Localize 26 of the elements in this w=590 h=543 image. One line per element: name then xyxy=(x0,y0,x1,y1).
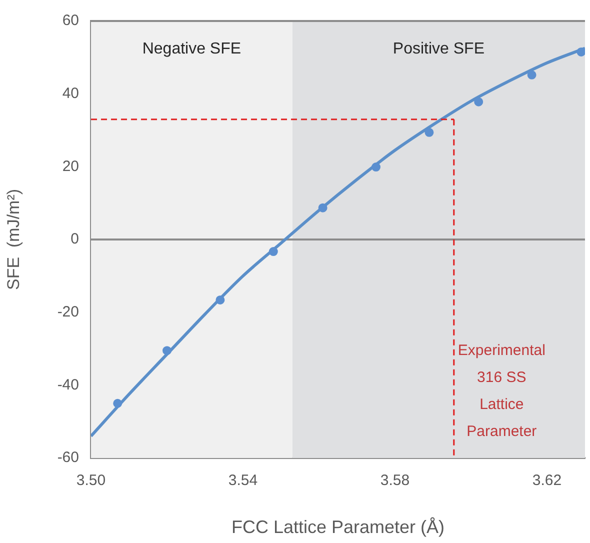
y-tick-label: -40 xyxy=(57,376,79,394)
x-axis-title: FCC Lattice Parameter (Å) xyxy=(231,517,445,538)
band-label: Positive SFE xyxy=(392,40,484,58)
point xyxy=(424,128,434,137)
y-tick-label: -20 xyxy=(57,303,79,320)
y-tick-label: 40 xyxy=(62,84,79,102)
point xyxy=(216,295,225,304)
point xyxy=(113,398,122,408)
x-tick-label: 3.54 xyxy=(228,472,258,490)
x-tick-label: 3.50 xyxy=(76,472,106,490)
x-tick-label: 3.58 xyxy=(380,472,410,490)
band-label: Negative SFE xyxy=(142,40,242,58)
point xyxy=(318,203,328,212)
y-tick-label: 60 xyxy=(62,12,79,30)
ref-line-label: Experimental 316 SS Lattice Parameter xyxy=(458,342,546,440)
y-tick-label: -60 xyxy=(57,449,79,466)
y-axis-title: SFE (mJ/m²) xyxy=(4,188,23,290)
y-tick-label: 20 xyxy=(62,158,79,175)
point xyxy=(576,47,585,56)
x-tick-label: 3.62 xyxy=(532,472,562,490)
point xyxy=(474,97,484,106)
y-tick-label: 0 xyxy=(70,230,79,248)
point xyxy=(527,70,536,80)
point xyxy=(268,247,278,256)
point xyxy=(372,162,380,172)
point xyxy=(162,346,172,356)
